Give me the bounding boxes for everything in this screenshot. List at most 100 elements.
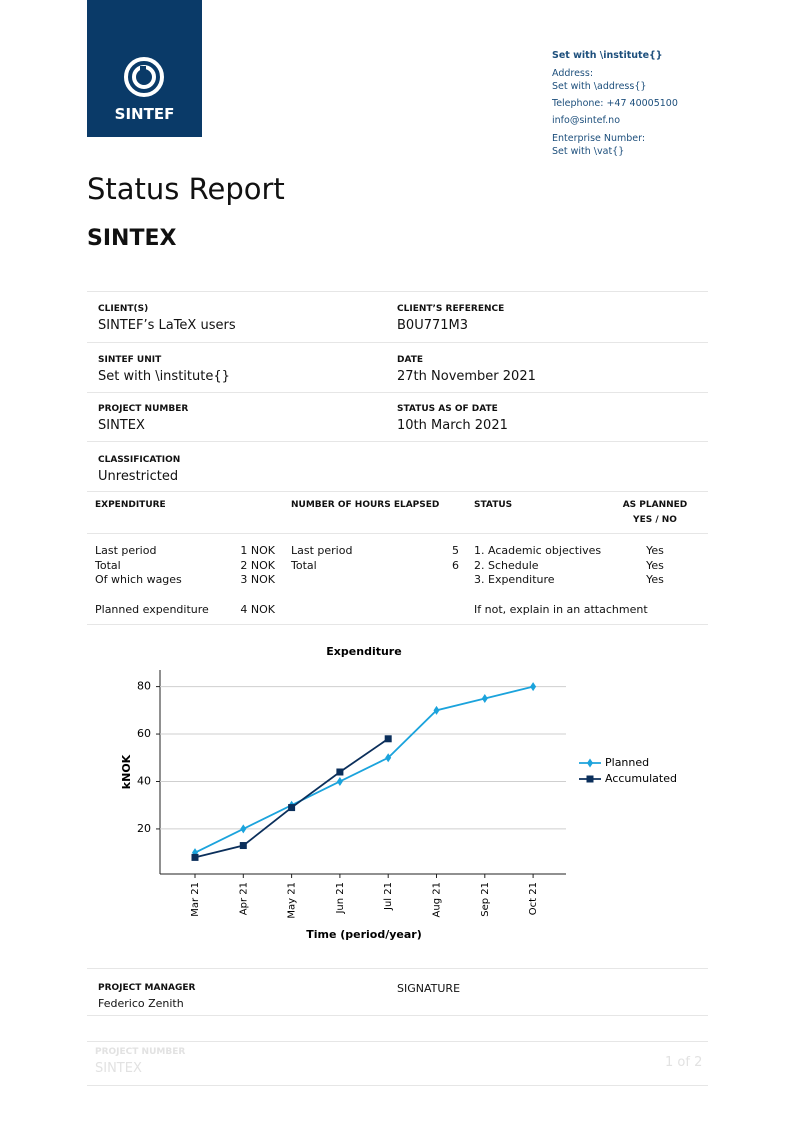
point — [385, 753, 392, 763]
divider — [87, 1085, 708, 1086]
cell: Last period — [95, 544, 157, 557]
divider — [87, 392, 708, 393]
legend-label: Planned — [605, 756, 649, 769]
field-value: SINTEF’s LaTeX users — [98, 318, 236, 333]
cell: Yes — [646, 558, 664, 572]
cell: 6 — [452, 558, 459, 572]
subtitle: SINTEX — [87, 226, 177, 251]
contact-line: info@sintef.no — [552, 115, 621, 126]
cell: Yes — [646, 544, 664, 557]
field-value: B0U771M3 — [397, 318, 469, 333]
x-tick-label: Jun 21 — [335, 882, 346, 915]
point — [433, 705, 440, 715]
field-label: PROJECT MANAGER — [98, 983, 196, 993]
divider — [87, 533, 708, 534]
line — [194, 685, 534, 854]
logo-block: SINTEF — [87, 0, 202, 137]
cell: 1. Academic objectives — [474, 544, 602, 557]
y-tick-label: 40 — [137, 774, 151, 787]
x-tick-label: Oct 21 — [528, 882, 539, 915]
contact-line: Telephone: +47 40005100 — [552, 98, 678, 109]
field-value: Federico Zenith — [98, 997, 184, 1010]
field-label: CLASSIFICATION — [98, 455, 181, 465]
cell: 3. Expenditure — [474, 573, 555, 586]
divider — [87, 342, 708, 343]
legend-marker — [586, 775, 594, 783]
field-value: 10th March 2021 — [397, 418, 508, 433]
cell: Of which wages — [95, 573, 182, 586]
table-header: EXPENDITURE — [95, 500, 166, 510]
cell: 4 NOK — [240, 603, 275, 616]
x-axis-label: Time (period/year) — [306, 928, 422, 941]
cell: Total — [291, 558, 317, 572]
contact-line: Address: — [552, 68, 594, 79]
field-label: DATE — [397, 355, 424, 365]
field-value: Set with \institute{} — [98, 369, 230, 384]
divider — [87, 291, 708, 292]
field-label: CLIENT’S REFERENCE — [397, 304, 505, 314]
point — [288, 804, 296, 812]
page-number: 1 of 2 — [665, 1055, 703, 1070]
contact-line: Set with \institute{} — [552, 50, 663, 61]
x-tick-label: Mar 21 — [190, 882, 201, 917]
field-label: PROJECT NUMBER — [98, 404, 189, 414]
cell: Total — [95, 558, 121, 572]
contact-line: Set with \vat{} — [552, 146, 625, 157]
field-value: Unrestricted — [98, 469, 179, 484]
title: Status Report — [87, 172, 285, 206]
cell: Yes — [646, 573, 664, 586]
legend-label: Accumulated — [605, 772, 677, 785]
footer-value: SINTEX — [95, 1061, 142, 1076]
line — [194, 738, 389, 859]
y-tick-label: 80 — [137, 680, 151, 693]
point — [336, 776, 343, 786]
field-label: STATUS AS OF DATE — [397, 404, 498, 414]
divider — [87, 1015, 708, 1016]
table-header: YES / NO — [633, 515, 677, 525]
field-value: 27th November 2021 — [397, 369, 536, 384]
point — [191, 853, 199, 861]
divider — [87, 441, 708, 442]
point — [481, 693, 488, 703]
y-tick-label: 60 — [137, 727, 151, 740]
logo-text: SINTEF — [114, 105, 175, 123]
x-tick-label: Jul 21 — [383, 882, 394, 911]
divider — [87, 968, 708, 969]
cell: 1 NOK — [240, 544, 275, 557]
contact-line: Set with \address{} — [552, 81, 647, 92]
x-tick-label: Sep 21 — [480, 882, 491, 917]
point — [336, 768, 344, 776]
divider — [87, 491, 708, 492]
point — [239, 842, 247, 850]
y-tick-label: 20 — [137, 822, 151, 835]
cell: Last period — [291, 544, 353, 557]
divider — [87, 624, 708, 625]
point — [240, 824, 247, 834]
contact-line: Enterprise Number: — [552, 133, 646, 144]
table-header: STATUS — [474, 500, 513, 510]
field-label: SIGNATURE — [397, 982, 461, 995]
field-label: CLIENT(S) — [98, 304, 149, 314]
table-header: AS PLANNED — [622, 500, 688, 510]
field-value: SINTEX — [98, 418, 145, 433]
footer-label: PROJECT NUMBER — [95, 1047, 186, 1057]
cell: 2. Schedule — [474, 558, 539, 572]
point — [384, 735, 392, 743]
cell: 3 NOK — [240, 573, 275, 586]
point — [530, 682, 537, 692]
logo-icon — [124, 57, 164, 97]
cell: 2 NOK — [240, 558, 275, 572]
x-tick-label: May 21 — [287, 882, 298, 919]
field-label: SINTEF UNIT — [98, 355, 162, 365]
x-tick-label: Aug 21 — [432, 882, 443, 917]
cell: Planned expenditure — [95, 603, 209, 616]
divider — [87, 1041, 708, 1042]
cell: 5 — [452, 544, 459, 557]
x-tick-label: Apr 21 — [238, 882, 249, 915]
table-header: NUMBER OF HOURS ELAPSED — [291, 500, 440, 510]
chart-title: Expenditure — [326, 645, 401, 658]
legend-marker — [587, 758, 593, 768]
y-axis-label: kNOK — [120, 754, 133, 789]
